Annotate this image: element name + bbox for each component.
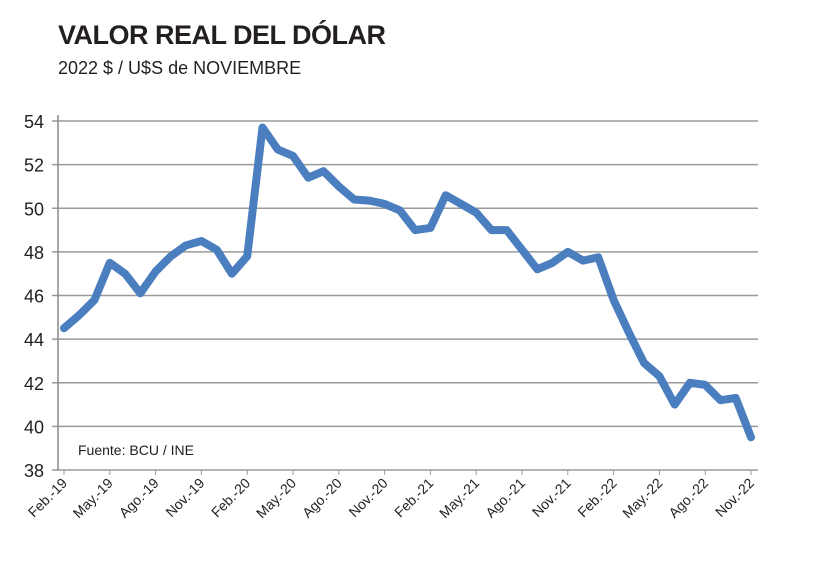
x-tick-label: May.-21: [436, 475, 482, 521]
series-line: [60, 123, 755, 442]
chart-title: VALOR REAL DEL DÓLAR: [58, 20, 386, 50]
y-tick-label: 52: [24, 156, 44, 176]
y-tick-label: 50: [24, 199, 44, 219]
y-tick-label: 48: [24, 243, 44, 263]
source-note: Fuente: BCU / INE: [78, 442, 194, 458]
x-tick-label: Feb.-20: [208, 475, 254, 521]
x-tick-label: Ago.-22: [665, 475, 711, 521]
y-tick-label: 46: [24, 287, 44, 307]
x-tick-label: Nov.-22: [712, 475, 757, 520]
x-tick-label: Feb.-21: [391, 475, 437, 521]
x-tick-label: Feb.-19: [25, 475, 71, 521]
x-tick-label: May.-22: [619, 475, 665, 521]
y-tick-label: 42: [24, 374, 44, 394]
y-tick-label: 54: [24, 112, 44, 132]
chart-subtitle: 2022 $ / U$S de NOVIEMBRE: [58, 58, 302, 78]
x-tick-label: Nov.-20: [345, 475, 390, 520]
y-tick-label: 40: [24, 417, 44, 437]
x-tick-label: Nov.-21: [529, 475, 574, 520]
x-tick-label: Nov.-19: [162, 475, 207, 520]
x-tick-label: May.-20: [253, 475, 299, 521]
x-tick-label: Feb.-22: [574, 475, 620, 521]
x-tick-label: May.-19: [70, 475, 116, 521]
x-tick-label: Ago.-20: [299, 475, 345, 521]
x-tick-label: Ago.-19: [116, 475, 162, 521]
y-tick-label: 38: [24, 461, 44, 481]
x-tick-label: Ago.-21: [482, 475, 528, 521]
y-tick-label: 44: [24, 330, 44, 350]
